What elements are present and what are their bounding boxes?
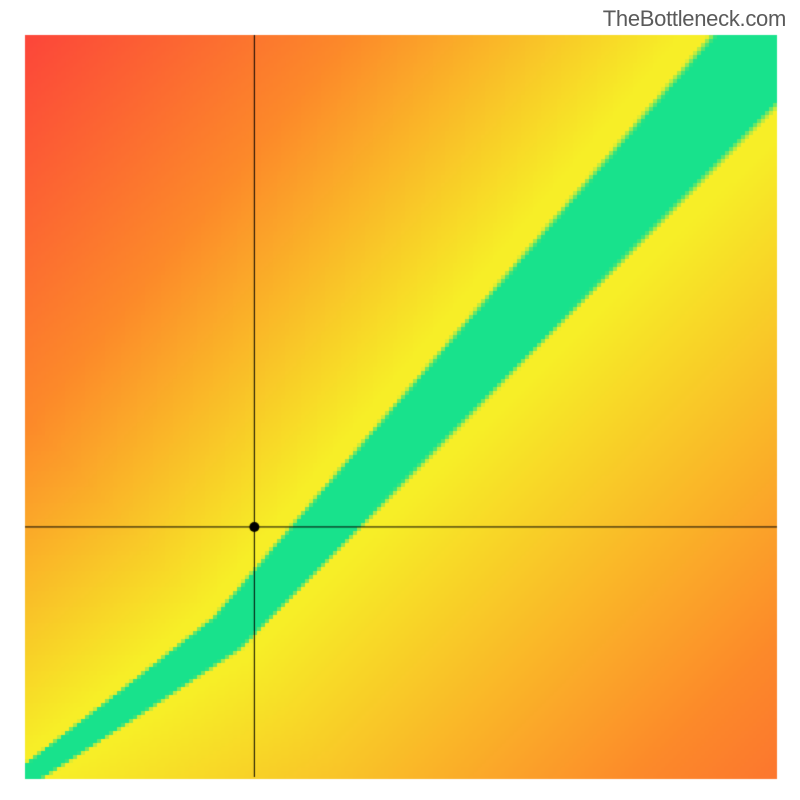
bottleneck-heatmap	[0, 0, 800, 800]
chart-container: TheBottleneck.com	[0, 0, 800, 800]
watermark-text: TheBottleneck.com	[603, 6, 786, 32]
